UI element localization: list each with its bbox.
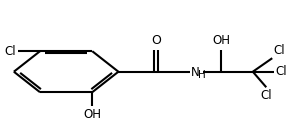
Text: Cl: Cl [260, 89, 272, 102]
Text: O: O [151, 34, 161, 47]
Text: Cl: Cl [274, 44, 285, 57]
Text: OH: OH [212, 34, 230, 47]
Text: N: N [191, 66, 200, 79]
Text: OH: OH [83, 108, 101, 121]
Text: H: H [198, 70, 206, 80]
Text: Cl: Cl [5, 45, 16, 58]
Text: Cl: Cl [276, 65, 288, 78]
